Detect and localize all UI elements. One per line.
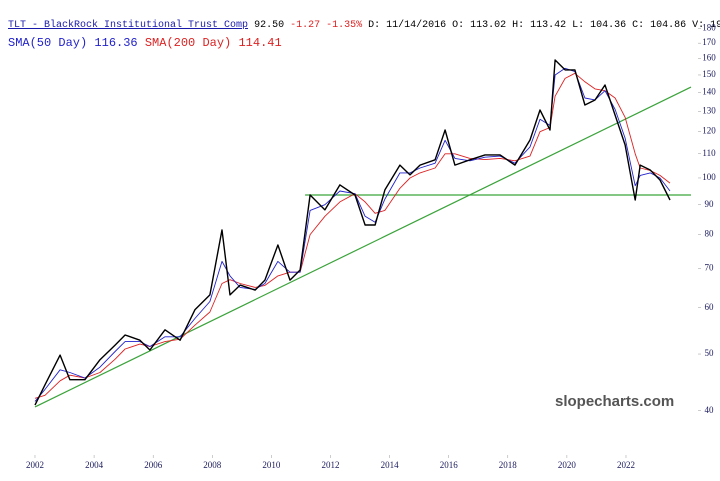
x-tick-label: 2020 [558, 460, 577, 470]
y-tick-label: 160 [702, 53, 716, 63]
y-tick-label: 140 [702, 87, 716, 97]
x-tick-label: 2002 [26, 460, 44, 470]
x-tick-label: 2014 [381, 460, 400, 470]
x-tick-label: 2006 [144, 460, 163, 470]
x-tick-label: 2016 [440, 460, 459, 470]
y-tick-label: 80 [705, 229, 715, 239]
x-tick-label: 2008 [203, 460, 222, 470]
quote-details: D: 11/14/2016 O: 113.02 H: 113.42 L: 104… [368, 19, 720, 31]
x-tick-label: 2004 [85, 460, 104, 470]
legend-label: SMA(200 Day) [145, 36, 231, 50]
y-tick-label: 180 [702, 23, 716, 33]
y-tick-label: 130 [702, 105, 716, 115]
y-tick-label: 120 [702, 126, 716, 136]
x-tick-label: 2010 [262, 460, 281, 470]
legend: SMA(50 Day) 116.36 SMA(200 Day) 114.41 [8, 36, 282, 50]
y-tick-label: 50 [705, 348, 715, 358]
watermark: slopecharts.com [555, 393, 674, 410]
trendline [34, 86, 692, 408]
legend-value: 116.36 [94, 36, 137, 50]
y-tick-label: 150 [702, 69, 716, 79]
x-tick-label: 2018 [499, 460, 518, 470]
sma-line [34, 67, 671, 402]
legend-label: SMA(50 Day) [8, 36, 87, 50]
last-price: 92.50 [254, 20, 284, 31]
ticker-title: TLT - BlackRock Institutional Trust Comp [8, 19, 248, 31]
y-tick-label: 110 [702, 148, 716, 158]
price-change: -1.27 -1.35% [290, 20, 362, 31]
sma-line [34, 72, 671, 399]
header: TLT - BlackRock Institutional Trust Comp… [8, 19, 720, 31]
y-tick-label: 70 [705, 263, 715, 273]
y-tick-label: 170 [702, 37, 716, 47]
price-line [34, 59, 671, 406]
y-tick-label: 40 [705, 405, 715, 415]
legend-value: 114.41 [238, 36, 281, 50]
x-tick-label: 2012 [321, 460, 339, 470]
y-tick-label: 100 [702, 172, 716, 182]
y-tick-label: 60 [705, 302, 715, 312]
x-tick-label: 2022 [617, 460, 635, 470]
y-tick-label: 90 [705, 199, 715, 209]
